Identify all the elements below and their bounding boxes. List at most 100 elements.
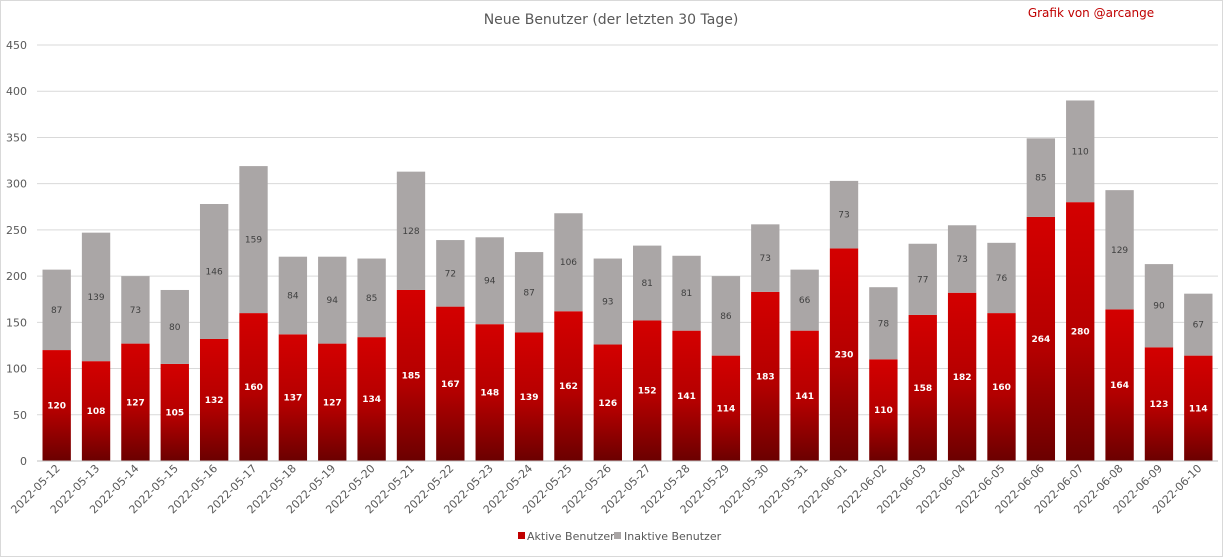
data-label-aktive: 137	[283, 394, 302, 404]
data-label-aktive: 139	[520, 393, 539, 403]
bar-aktive	[160, 363, 189, 461]
data-label-inaktive: 159	[245, 236, 262, 246]
y-tick-label: 150	[6, 316, 27, 329]
data-label-aktive: 132	[205, 396, 224, 406]
bar-aktive	[396, 289, 426, 461]
y-tick-label: 250	[6, 224, 27, 237]
bar-aktive	[593, 344, 622, 461]
data-label-inaktive: 67	[1193, 321, 1204, 331]
bar-inaktive	[947, 225, 977, 293]
bar-inaktive	[790, 269, 819, 331]
data-label-inaktive: 94	[327, 296, 339, 306]
bar-inaktive	[1184, 293, 1213, 356]
data-label-inaktive: 66	[799, 296, 811, 306]
bar-aktive	[514, 332, 544, 461]
bar-aktive	[751, 291, 780, 461]
data-label-inaktive: 146	[206, 267, 223, 277]
data-label-inaktive: 86	[720, 312, 732, 322]
bar-inaktive	[987, 242, 1016, 314]
bar-inaktive	[908, 243, 937, 315]
data-label-inaktive: 73	[956, 255, 967, 265]
bar-aktive	[633, 320, 662, 461]
data-label-aktive: 110	[874, 406, 893, 416]
bar-inaktive	[593, 258, 622, 345]
data-label-aktive: 167	[441, 380, 460, 390]
bar-aktive	[81, 361, 111, 461]
data-label-aktive: 280	[1071, 328, 1090, 338]
bar-aktive	[475, 324, 504, 461]
chart-credit: Grafik von @arcange	[1028, 6, 1154, 20]
data-label-inaktive: 72	[445, 269, 456, 279]
bar-aktive	[318, 343, 347, 461]
data-label-inaktive: 93	[602, 298, 613, 308]
bar-aktive	[1184, 355, 1213, 461]
bar-inaktive	[357, 258, 386, 338]
data-label-aktive: 114	[1189, 404, 1208, 414]
data-label-inaktive: 78	[878, 319, 890, 329]
bar-inaktive	[829, 180, 859, 249]
y-tick-label: 350	[6, 131, 27, 144]
bar-inaktive	[239, 166, 268, 314]
y-tick-label: 200	[6, 270, 27, 283]
bar-inaktive	[81, 232, 111, 362]
bar-aktive	[278, 334, 308, 461]
bar-inaktive	[514, 252, 544, 333]
data-label-aktive: 141	[795, 392, 814, 402]
bar-aktive	[1026, 216, 1056, 461]
data-label-aktive: 148	[480, 389, 499, 399]
bar-aktive	[436, 306, 465, 461]
data-label-aktive: 158	[913, 384, 932, 394]
chart-title: Neue Benutzer (der letzten 30 Tage)	[484, 12, 739, 28]
bar-aktive	[711, 355, 741, 461]
bar-inaktive	[396, 171, 426, 290]
data-label-inaktive: 85	[1035, 174, 1046, 184]
data-label-aktive: 120	[47, 402, 66, 412]
bar-aktive	[554, 311, 583, 461]
bar-aktive	[790, 330, 819, 461]
bar-inaktive	[42, 269, 71, 351]
bar-inaktive	[1105, 190, 1134, 310]
legend-label-inaktive: Inaktive Benutzer	[624, 530, 722, 543]
data-label-inaktive: 84	[287, 292, 299, 302]
data-label-inaktive: 73	[130, 306, 141, 316]
y-tick-label: 50	[13, 409, 27, 422]
data-label-inaktive: 80	[169, 323, 181, 333]
data-label-aktive: 108	[87, 407, 106, 417]
data-label-inaktive: 128	[402, 227, 419, 237]
bar-aktive	[869, 359, 898, 461]
bar-inaktive	[1026, 138, 1056, 217]
data-label-aktive: 127	[323, 398, 342, 408]
data-label-inaktive: 76	[996, 274, 1008, 284]
bar-inaktive	[199, 204, 229, 339]
data-label-aktive: 134	[362, 395, 381, 405]
data-label-aktive: 185	[402, 371, 421, 381]
bars: 120 87 108 139 127 73 105 80 132 146 160 159 137 84 12…	[42, 100, 1213, 461]
data-label-aktive: 183	[756, 372, 775, 382]
bar-inaktive	[711, 276, 741, 356]
x-axis: 2022-05-122022-05-132022-05-142022-05-15…	[8, 460, 1218, 516]
bar-aktive	[987, 313, 1016, 461]
data-label-aktive: 182	[953, 373, 972, 383]
data-label-inaktive: 90	[1153, 302, 1165, 312]
data-label-inaktive: 129	[1111, 246, 1128, 256]
y-tick-label: 0	[20, 455, 27, 468]
data-label-inaktive: 110	[1072, 147, 1089, 157]
legend-swatch-inaktive	[614, 532, 621, 539]
data-label-aktive: 126	[598, 399, 617, 409]
bar-aktive	[947, 292, 977, 461]
bar-inaktive	[869, 287, 898, 360]
bar-inaktive	[751, 224, 780, 292]
data-label-aktive: 141	[677, 392, 696, 402]
data-label-aktive: 264	[1031, 335, 1050, 345]
data-label-aktive: 160	[244, 383, 263, 393]
bar-inaktive	[278, 256, 308, 335]
y-axis: 0 50 100 150 200 250 300 350 400 450	[6, 39, 27, 468]
data-label-aktive: 114	[717, 404, 736, 414]
bar-aktive	[1105, 309, 1134, 461]
bar-aktive	[829, 248, 859, 461]
bar-aktive	[121, 343, 150, 461]
bar-inaktive	[160, 289, 189, 364]
data-label-inaktive: 81	[641, 279, 652, 289]
y-tick-label: 450	[6, 39, 27, 52]
